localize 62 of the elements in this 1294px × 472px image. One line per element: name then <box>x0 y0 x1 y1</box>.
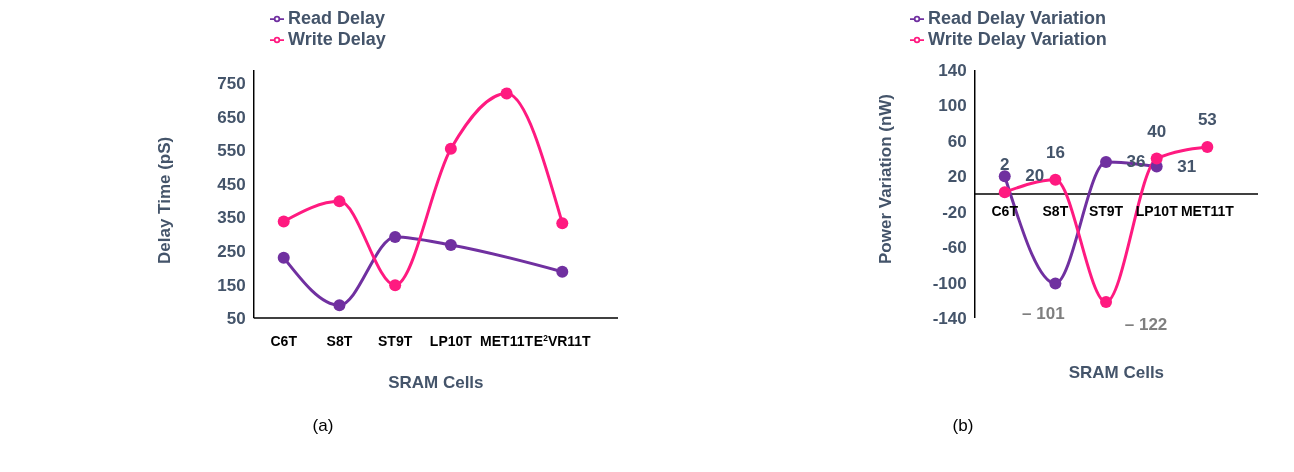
y-tick-label: -60 <box>942 238 967 258</box>
point <box>1100 156 1113 169</box>
point <box>556 217 569 230</box>
x-tick-label: MET11T <box>480 333 534 349</box>
x-tick-label: ST9T <box>378 333 413 349</box>
x-tick-label: MET11T <box>1180 203 1235 219</box>
y-tick-label: 140 <box>938 61 967 81</box>
data-label: 31 <box>1177 156 1197 176</box>
point <box>277 215 290 228</box>
data-label: – 122 <box>1124 315 1168 335</box>
y-tick-label: 60 <box>947 131 967 151</box>
data-label: 2 <box>1000 155 1010 175</box>
legend-label: Write Delay <box>288 29 386 49</box>
data-label: 20 <box>1025 166 1045 186</box>
x-tick-label: ST9T <box>1088 203 1124 219</box>
text: (b) <box>951 416 975 436</box>
data-label: – 101 <box>1022 304 1065 324</box>
x-tick-label: C6T <box>270 333 298 349</box>
y-tick-label: -140 <box>932 309 967 329</box>
x-axis-title: SRAM Cells <box>1068 363 1165 382</box>
y-tick-label: 550 <box>217 141 246 161</box>
y-axis-title: Delay Time (pS) <box>154 136 174 264</box>
y-tick-label: 100 <box>938 96 967 116</box>
y-tick-label: 650 <box>217 107 246 127</box>
y-tick-label: 250 <box>217 242 246 262</box>
point <box>1049 173 1062 186</box>
legend-label: Read Delay <box>288 8 386 28</box>
point <box>277 251 290 264</box>
point <box>389 279 402 292</box>
x-tick-label: LP10T <box>429 333 473 349</box>
point <box>333 195 346 208</box>
y-tick-label: 20 <box>947 167 967 187</box>
data-label: 16 <box>1045 142 1065 162</box>
y-tick-label: 50 <box>226 309 246 329</box>
point <box>444 238 457 251</box>
y-tick-label: -20 <box>942 202 967 222</box>
legend-label: Read Delay Variation <box>928 8 1107 28</box>
y-tick-label: 350 <box>217 208 246 228</box>
point <box>1201 141 1214 154</box>
point <box>556 265 569 278</box>
y-axis-title: Power Variation (nW) <box>875 93 895 264</box>
y-tick-label: 450 <box>217 174 246 194</box>
y-tick-label: 150 <box>217 275 246 295</box>
point <box>1049 277 1062 290</box>
point <box>1150 152 1163 165</box>
point <box>389 230 402 243</box>
x-axis-title: SRAM Cells <box>388 373 484 392</box>
legend-label: Write Delay Variation <box>928 29 1107 49</box>
y-tick-label: -100 <box>932 273 967 293</box>
text: (a) <box>311 416 335 436</box>
x-tick-label: E$^{2}$VR11T <box>533 333 592 349</box>
point <box>998 186 1011 199</box>
x-tick-label: S8T <box>326 333 353 349</box>
point <box>333 299 346 312</box>
point <box>1100 296 1113 309</box>
point <box>998 170 1011 183</box>
point <box>444 142 457 155</box>
data-label: 53 <box>1197 110 1217 130</box>
point <box>500 87 513 100</box>
data-label: 40 <box>1147 121 1167 141</box>
x-tick-label: S8T <box>1042 203 1069 219</box>
y-tick-label: 750 <box>217 74 246 94</box>
